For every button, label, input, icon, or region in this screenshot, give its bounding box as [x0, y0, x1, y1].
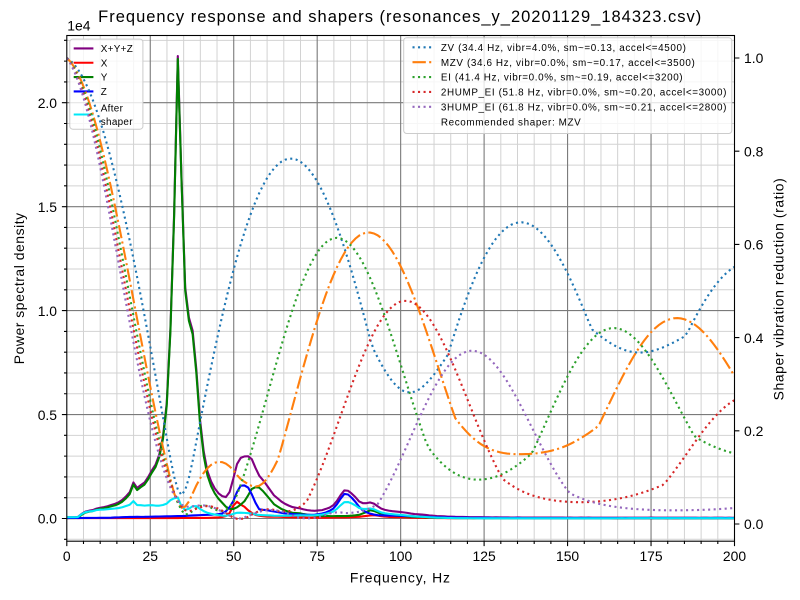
svg-text:200: 200 — [723, 548, 746, 564]
svg-text:25: 25 — [143, 548, 159, 564]
svg-text:EI (41.4 Hz, vibr=0.0%, sm~=0.: EI (41.4 Hz, vibr=0.0%, sm~=0.19, accel<… — [441, 73, 683, 84]
svg-text:After: After — [101, 103, 124, 114]
svg-text:1.0: 1.0 — [744, 50, 764, 66]
svg-text:Z: Z — [101, 87, 107, 98]
svg-text:75: 75 — [309, 548, 325, 564]
svg-text:Recommended shaper: MZV: Recommended shaper: MZV — [441, 117, 582, 128]
svg-text:X+Y+Z: X+Y+Z — [101, 44, 133, 55]
svg-text:Frequency, Hz: Frequency, Hz — [350, 569, 451, 585]
svg-text:0.0: 0.0 — [38, 511, 58, 527]
svg-text:Frequency response and shapers: Frequency response and shapers (resonanc… — [98, 8, 702, 26]
svg-text:shaper: shaper — [101, 117, 133, 128]
svg-text:0.2: 0.2 — [744, 423, 764, 439]
svg-text:1.5: 1.5 — [38, 199, 58, 215]
svg-text:3HUMP_EI (61.8 Hz, vibr=0.0%,: 3HUMP_EI (61.8 Hz, vibr=0.0%, sm~=0.21, … — [441, 102, 727, 113]
svg-text:0.8: 0.8 — [744, 143, 764, 159]
svg-text:0.4: 0.4 — [744, 330, 764, 346]
svg-text:MZV (34.6 Hz, vibr=0.0%, sm~=0: MZV (34.6 Hz, vibr=0.0%, sm~=0.17, accel… — [441, 58, 695, 69]
svg-text:1e4: 1e4 — [67, 18, 90, 34]
svg-text:125: 125 — [473, 548, 496, 564]
svg-text:2.0: 2.0 — [38, 95, 58, 111]
svg-text:150: 150 — [556, 548, 579, 564]
svg-text:1.0: 1.0 — [38, 303, 58, 319]
svg-text:100: 100 — [389, 548, 412, 564]
svg-text:0: 0 — [63, 548, 71, 564]
svg-text:0.0: 0.0 — [744, 516, 764, 532]
svg-text:Shaper vibration reduction (ra: Shaper vibration reduction (ratio) — [770, 178, 786, 401]
svg-text:175: 175 — [639, 548, 662, 564]
svg-text:Power spectral density: Power spectral density — [11, 212, 27, 364]
svg-text:X: X — [101, 58, 108, 69]
svg-text:50: 50 — [226, 548, 242, 564]
svg-text:ZV (34.4 Hz, vibr=4.0%, sm~=0.: ZV (34.4 Hz, vibr=4.0%, sm~=0.13, accel<… — [441, 43, 687, 54]
svg-text:0.6: 0.6 — [744, 237, 764, 253]
svg-text:2HUMP_EI (51.8 Hz, vibr=0.0%,: 2HUMP_EI (51.8 Hz, vibr=0.0%, sm~=0.20, … — [441, 88, 727, 99]
svg-text:0.5: 0.5 — [38, 407, 58, 423]
svg-text:Y: Y — [101, 73, 108, 84]
